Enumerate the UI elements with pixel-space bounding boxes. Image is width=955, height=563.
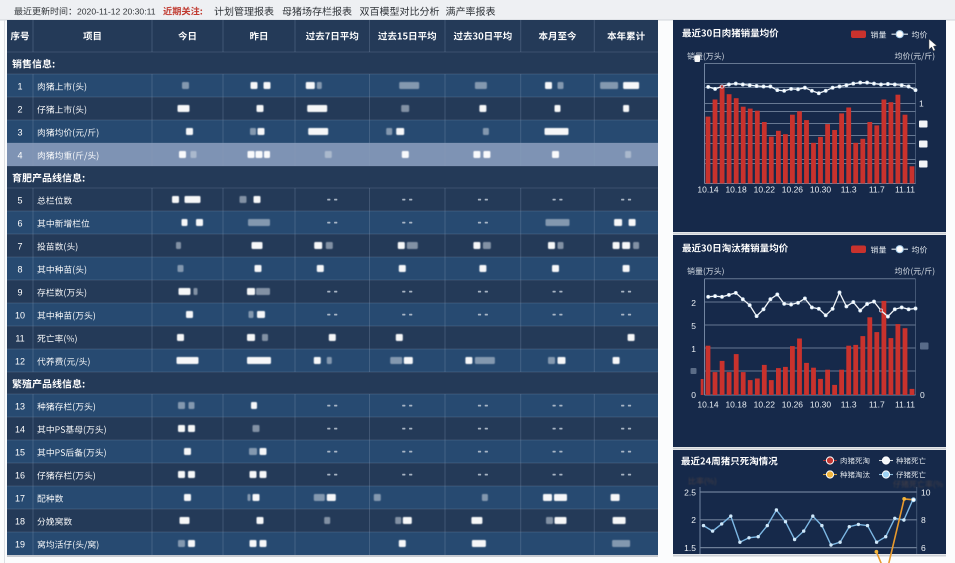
svg-text:0: 0 (691, 390, 696, 400)
svg-text:13: 13 (15, 401, 25, 411)
svg-text:10.30: 10.30 (810, 185, 832, 195)
svg-text:10.22: 10.22 (754, 400, 776, 410)
svg-text:1.5: 1.5 (684, 543, 696, 553)
svg-text:11.11: 11.11 (895, 400, 915, 410)
svg-text:10.14: 10.14 (697, 400, 719, 410)
svg-text:2: 2 (691, 298, 696, 308)
svg-text:17: 17 (15, 493, 25, 503)
svg-text:0: 0 (920, 390, 925, 400)
svg-text:2.5: 2.5 (684, 488, 696, 498)
svg-text:18: 18 (15, 516, 25, 526)
svg-text:6: 6 (17, 218, 22, 228)
svg-text:2020-11-12 20:30:11: 2020-11-12 20:30:11 (77, 7, 156, 17)
svg-text:10: 10 (921, 488, 931, 498)
svg-text:7: 7 (17, 241, 22, 251)
svg-text:10.18: 10.18 (725, 400, 747, 410)
svg-text:1: 1 (691, 344, 696, 354)
svg-text:11: 11 (15, 333, 24, 343)
svg-text:10: 10 (15, 310, 25, 320)
svg-text:12: 12 (15, 356, 25, 366)
svg-text:11.3: 11.3 (841, 185, 857, 195)
svg-text:10.30: 10.30 (810, 400, 832, 410)
svg-text:11.11: 11.11 (895, 185, 915, 195)
svg-text:9: 9 (17, 287, 22, 297)
svg-text:11.3: 11.3 (841, 400, 857, 410)
svg-text:11.7: 11.7 (869, 185, 885, 195)
svg-text:10.18: 10.18 (725, 185, 747, 195)
svg-text:1: 1 (17, 81, 22, 91)
svg-text:10.14: 10.14 (697, 185, 719, 195)
svg-text:8: 8 (921, 515, 926, 525)
svg-text:3: 3 (17, 127, 22, 137)
svg-text:5: 5 (691, 321, 696, 331)
svg-text:6: 6 (921, 543, 926, 553)
svg-text:10.26: 10.26 (782, 400, 804, 410)
svg-text:2: 2 (17, 104, 22, 114)
svg-text:11.7: 11.7 (869, 400, 885, 410)
svg-text:5: 5 (17, 195, 22, 205)
svg-text:1: 1 (919, 99, 924, 109)
svg-text:4: 4 (17, 150, 22, 160)
svg-text:2: 2 (691, 515, 696, 525)
svg-text:15: 15 (15, 447, 25, 457)
svg-text:14: 14 (15, 424, 25, 434)
svg-text:16: 16 (15, 470, 25, 480)
svg-text:10.22: 10.22 (754, 185, 776, 195)
svg-text:8: 8 (17, 264, 22, 274)
svg-text:10.26: 10.26 (782, 185, 804, 195)
svg-text:19: 19 (15, 539, 25, 549)
